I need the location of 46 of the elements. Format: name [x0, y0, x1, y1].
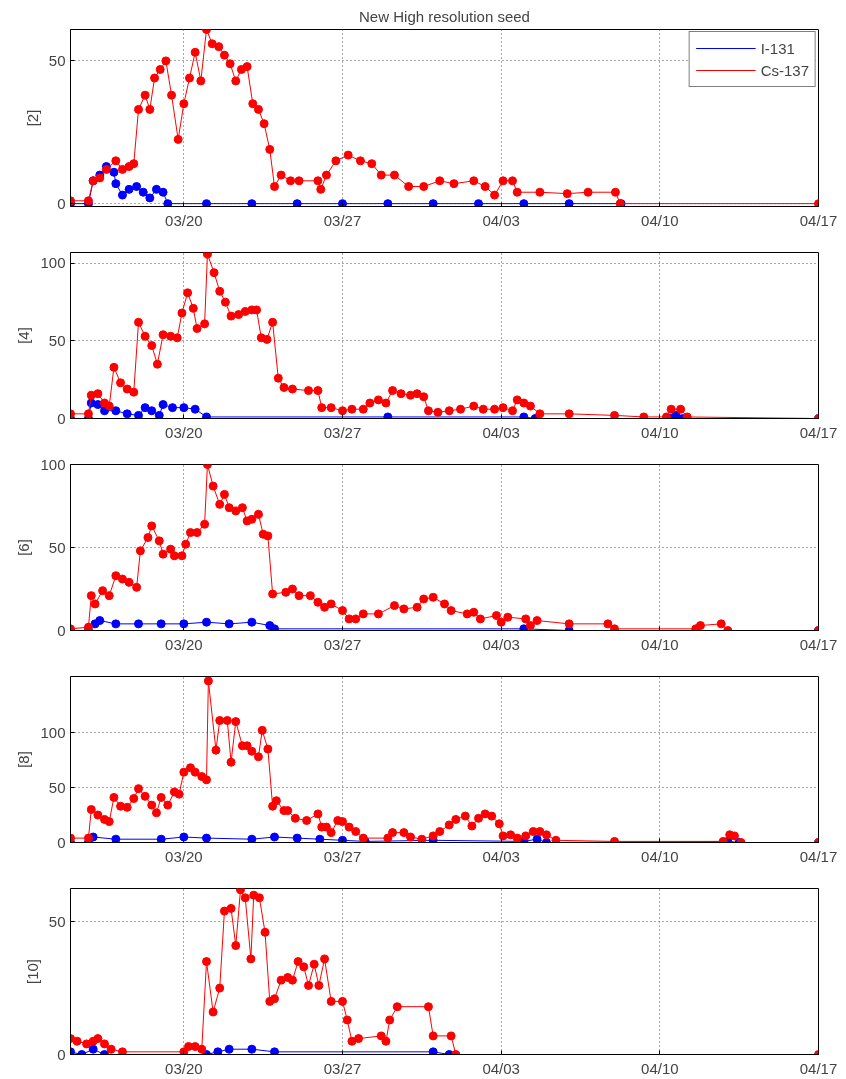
x-tick-label: 04/17 — [799, 635, 838, 653]
x-tick-label: 03/20 — [165, 423, 203, 441]
y-axis-title: [4] — [15, 327, 33, 344]
y-axis-title: [2] — [23, 109, 41, 127]
x-tick-label: 04/03 — [482, 1059, 520, 1077]
x-tick-label: 04/03 — [482, 211, 520, 229]
y-tick-label: 100 — [40, 723, 66, 741]
x-tick-label: 03/20 — [165, 635, 203, 653]
y-tick-label: 50 — [48, 912, 66, 930]
x-tick-label: 04/03 — [482, 847, 520, 865]
x-tick-label: 04/17 — [799, 211, 838, 229]
chart-title: New High resolution seed — [359, 7, 530, 25]
y-tick-label: 0 — [57, 621, 66, 639]
y-axis-title: [8] — [15, 751, 33, 768]
y-axis-title: [6] — [15, 539, 33, 556]
x-tick-label: 04/17 — [799, 847, 838, 865]
y-axis-title: [10] — [23, 958, 41, 985]
y-tick-label: 50 — [48, 778, 66, 796]
x-tick-label: 04/10 — [641, 847, 679, 865]
x-tick-label: 03/20 — [165, 847, 203, 865]
x-tick-label: 03/27 — [323, 1059, 362, 1077]
x-tick-label: 03/20 — [165, 211, 203, 229]
x-tick-label: 03/20 — [165, 1059, 203, 1077]
x-tick-label: 03/27 — [323, 847, 362, 865]
x-tick-label: 03/27 — [323, 423, 362, 441]
y-tick-label: 0 — [57, 409, 66, 427]
x-tick-label: 04/03 — [482, 423, 520, 441]
x-tick-label: 04/10 — [641, 1059, 679, 1077]
legend-label: Cs-137 — [760, 61, 809, 79]
y-tick-label: 0 — [57, 1045, 66, 1063]
x-tick-label: 03/27 — [323, 211, 362, 229]
x-tick-label: 04/10 — [641, 211, 679, 229]
legend-label: I-131 — [760, 39, 795, 57]
x-tick-label: 04/17 — [799, 423, 838, 441]
y-tick-label: 50 — [48, 538, 66, 556]
x-tick-label: 04/10 — [641, 423, 679, 441]
x-tick-label: 04/10 — [641, 635, 679, 653]
x-tick-label: 03/27 — [323, 635, 362, 653]
y-tick-label: 100 — [40, 254, 66, 272]
y-tick-label: 0 — [57, 833, 66, 851]
y-tick-label: 0 — [57, 194, 66, 212]
y-tick-label: 50 — [48, 331, 66, 349]
y-tick-label: 50 — [48, 51, 66, 69]
x-tick-label: 04/03 — [482, 635, 520, 653]
x-tick-label: 04/17 — [799, 1059, 838, 1077]
y-tick-label: 100 — [40, 455, 66, 473]
